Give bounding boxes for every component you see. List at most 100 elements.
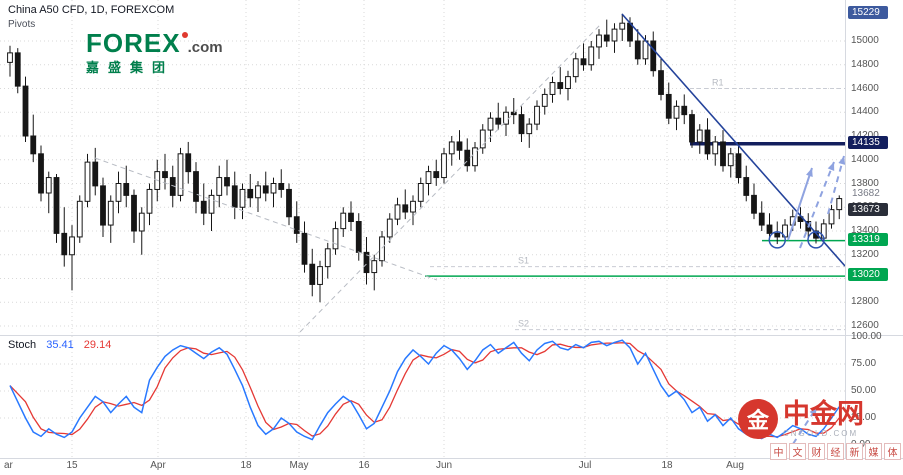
price-tick-label: 14200 (851, 130, 879, 141)
price-badge: 13319 (848, 232, 888, 246)
candle-body (107, 200, 114, 226)
stoch-d-value: 29.14 (83, 339, 112, 351)
candle-body (565, 76, 571, 89)
watermark-tagline-char: 新 (846, 443, 863, 460)
candle-body (239, 188, 246, 208)
candle-body (371, 260, 378, 274)
candle-body (363, 251, 370, 274)
candle-body (588, 46, 595, 66)
watermark-tagline-char: 中 (770, 443, 787, 460)
projection-arrowhead (809, 407, 817, 416)
candle-body (828, 209, 835, 225)
candle-body (526, 123, 533, 135)
candle-body (751, 194, 757, 214)
indicator-legend[interactable]: Pivots (8, 19, 36, 30)
candle-body (518, 114, 525, 135)
candle-body (813, 230, 819, 239)
watermark-tagline: 中文财经新媒体 (770, 443, 902, 460)
price-badge: 13673 (848, 202, 888, 216)
time-tick-label: 18 (661, 460, 673, 471)
price-tick-label: 13200 (851, 248, 879, 260)
price-badge: 13020 (848, 268, 888, 282)
candle-body (720, 141, 726, 167)
candle-body (255, 185, 261, 199)
time-tick-label: Apr (150, 460, 166, 471)
time-tick-label: Aug (726, 460, 744, 471)
candle-body (704, 129, 711, 155)
candle-body (774, 232, 781, 238)
price-tick-label: 13800 (851, 177, 879, 189)
time-axis[interactable]: ar 15 Apr 18 May 16 Jun Jul 18 Aug (0, 459, 845, 475)
candle-body (456, 141, 463, 151)
candle-body (549, 82, 556, 95)
candle-body (61, 232, 68, 256)
candle-body (410, 200, 416, 213)
candle-body (495, 117, 502, 125)
stoch-label: Stoch (8, 339, 37, 351)
candle-body (92, 161, 99, 187)
candle-body (340, 212, 347, 230)
candle-body (324, 248, 331, 268)
watermark-name: 中金网 (783, 399, 864, 430)
price-badge: 15229 (848, 5, 888, 19)
price-axis[interactable]: 1500014800146001440014200140001380013600… (846, 0, 903, 458)
candle-body (766, 224, 773, 234)
candle-body (386, 218, 393, 238)
price-badge: 13682 (852, 187, 880, 199)
time-tick-label: May (289, 460, 309, 471)
pivot-label: R1 (712, 78, 724, 88)
candle-body (689, 114, 695, 143)
candle-body (200, 200, 207, 214)
candle-body (162, 171, 168, 179)
candle-body (650, 40, 657, 72)
cngold-logo-icon: 金 (738, 399, 778, 439)
candle-body (681, 105, 688, 116)
candle-body (216, 177, 223, 196)
stoch-k-value: 35.41 (46, 339, 74, 351)
candle-body (131, 194, 137, 232)
candle-body (836, 198, 843, 211)
candle-body (642, 40, 649, 60)
candle-body (758, 212, 765, 226)
time-tick-label: Jul (578, 460, 592, 471)
candle-body (464, 149, 471, 167)
candle-body (441, 153, 447, 179)
trendline (299, 24, 601, 333)
candle-body (735, 153, 742, 179)
candle-body (76, 200, 83, 238)
candle-body (487, 117, 494, 131)
candle-body (224, 177, 230, 187)
forex-logo-chinese: 嘉盛集团 (86, 60, 175, 75)
stoch-tick-label: 100.00 (851, 331, 882, 342)
candle-body (53, 177, 60, 234)
candle-body (572, 58, 579, 78)
candle-body (743, 177, 750, 196)
candle-body (309, 263, 316, 285)
candle-body (665, 93, 672, 119)
pivot-label: S1 (518, 256, 529, 266)
candle-body (146, 188, 153, 214)
candle-body (84, 161, 91, 202)
price-tick-label: 13400 (851, 225, 879, 236)
symbol-legend[interactable]: China A50 CFD, 1D, FOREXCOM (8, 4, 175, 16)
forex-logo: FOREX .com 嘉盛集团 (86, 30, 223, 74)
candle-body (510, 111, 517, 116)
candle-body (580, 58, 587, 66)
candle-body (712, 141, 719, 155)
candle-body (696, 129, 703, 143)
stoch-legend[interactable]: Stoch 35.41 29.14 (8, 339, 111, 351)
watermark-site: CNGOLD.COM (783, 428, 859, 438)
stoch-tick-label: 75.00 (851, 358, 877, 369)
candle-body (301, 232, 308, 265)
candle-body (100, 185, 106, 226)
stoch-tick-label: 50.00 (851, 385, 877, 396)
price-tick-label: 14400 (851, 106, 879, 118)
stoch-tick-label: 25.00 (851, 412, 877, 423)
watermark-tagline-char: 文 (789, 443, 806, 460)
candle-body (185, 153, 192, 173)
candle-body (270, 183, 277, 194)
watermark-tagline-char: 经 (827, 443, 844, 460)
trendline (94, 157, 438, 281)
